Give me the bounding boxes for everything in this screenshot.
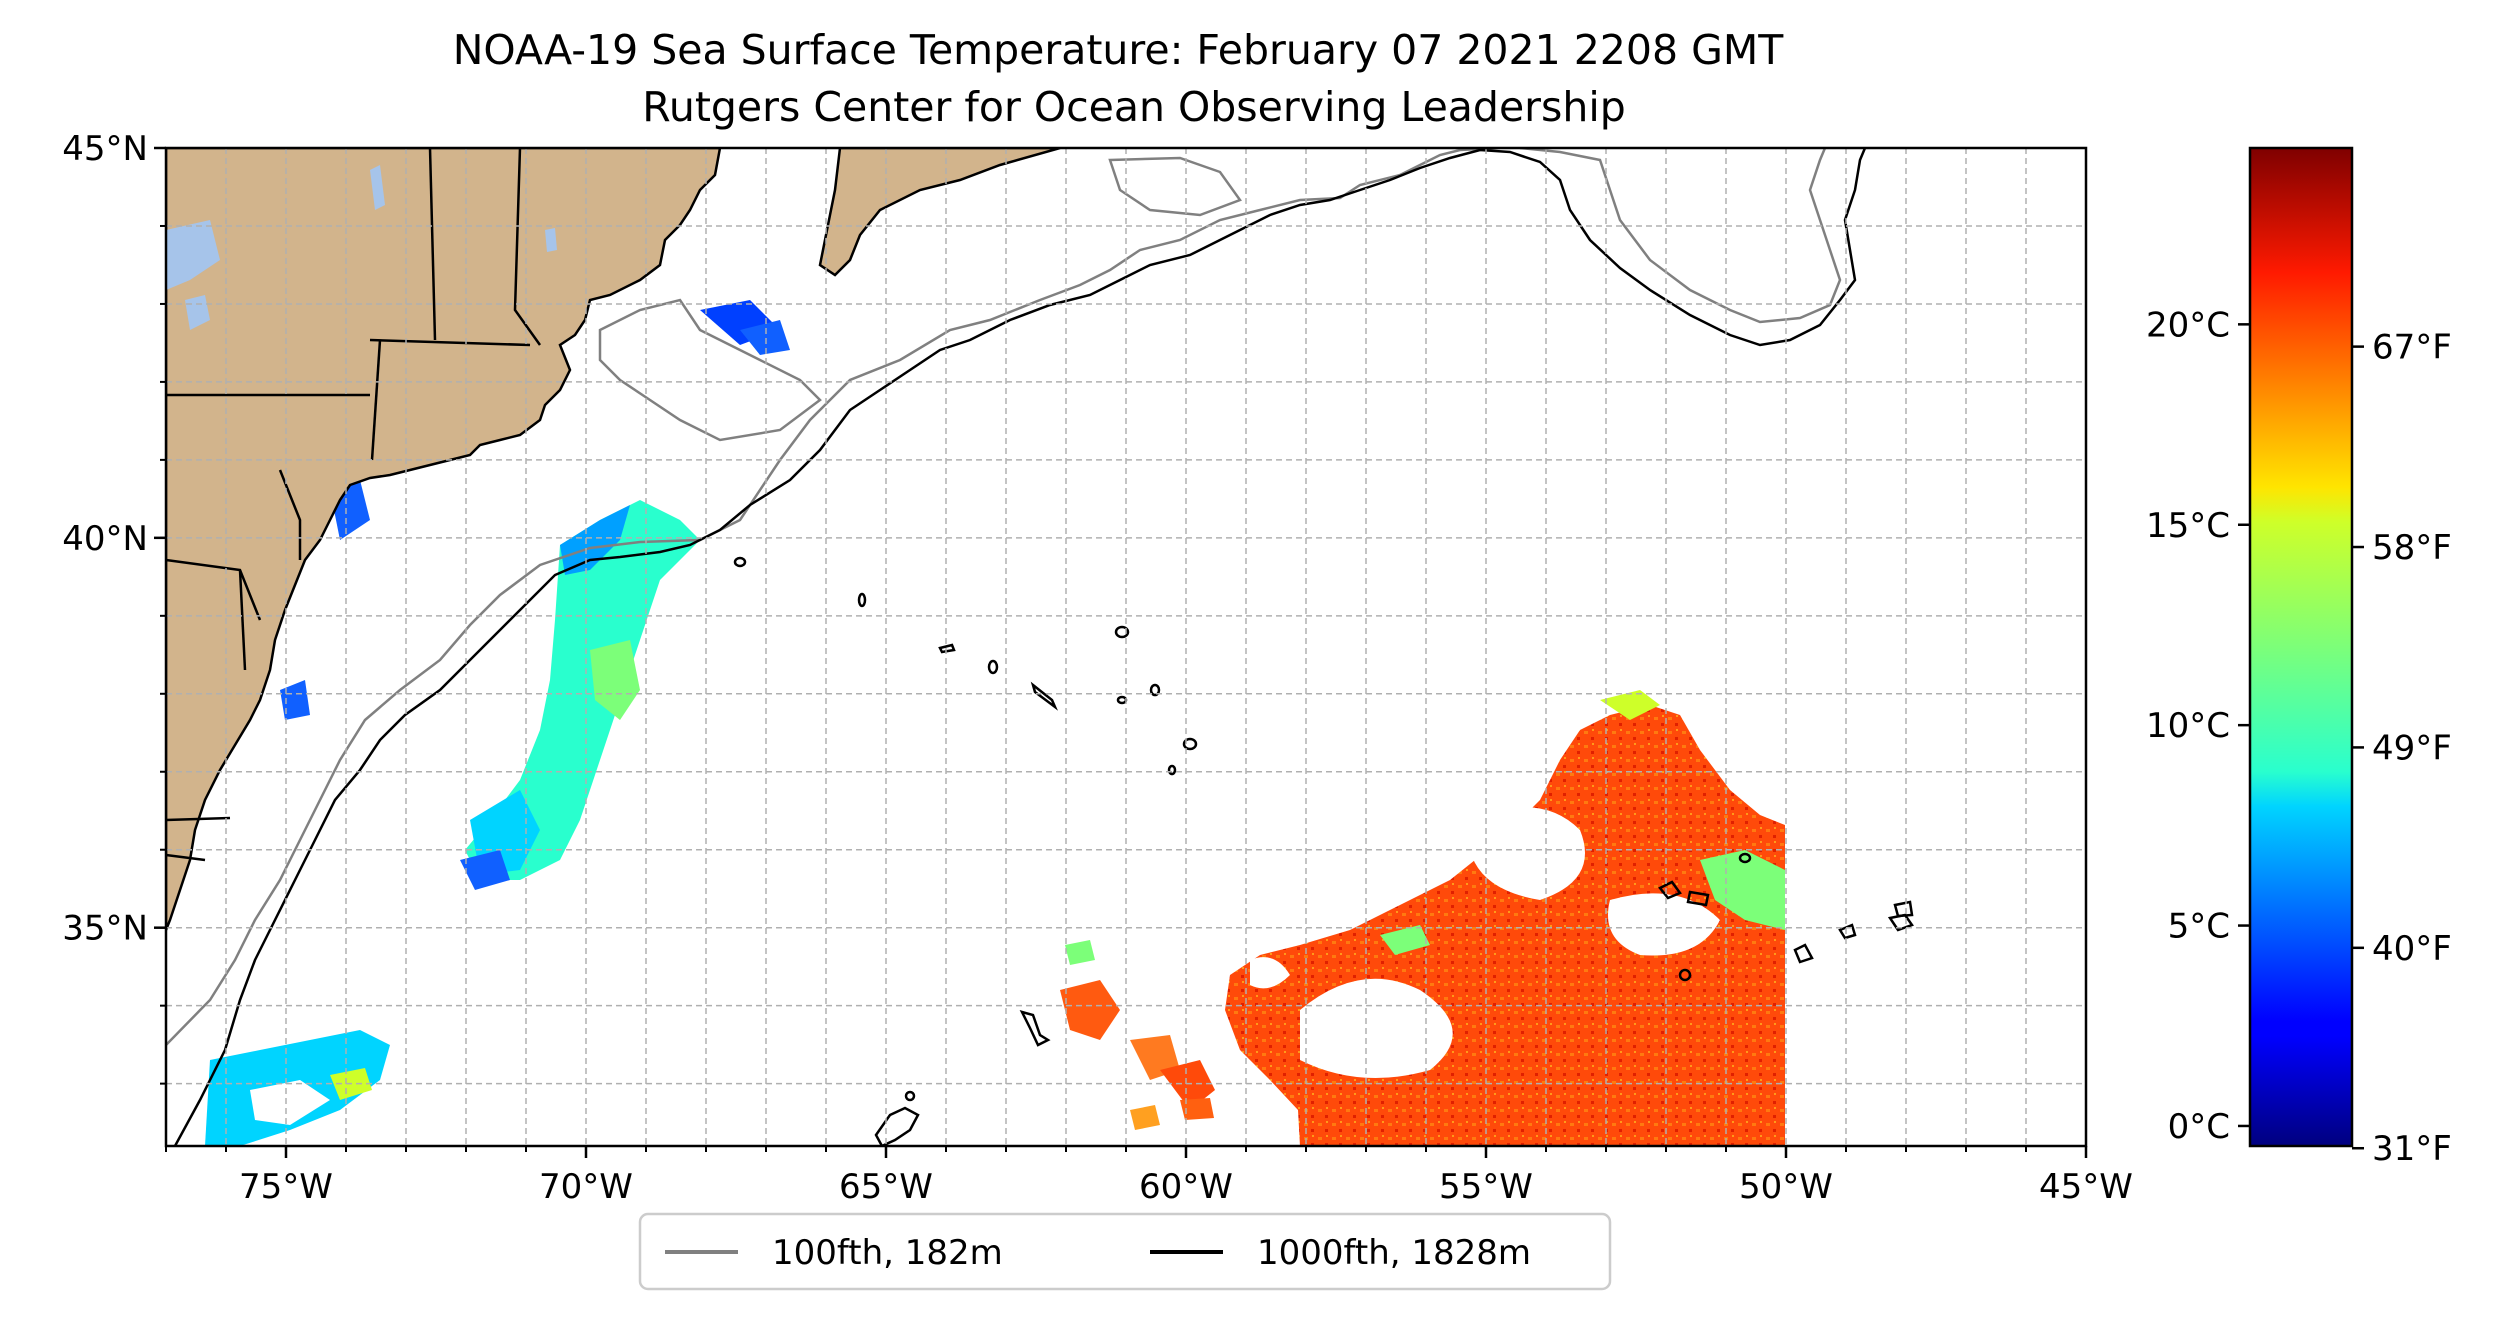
seamount bbox=[1658, 880, 1682, 900]
lon-tick-label: 45°W bbox=[2039, 1167, 2133, 1207]
seamount bbox=[1686, 890, 1710, 907]
lon-tick-label: 60°W bbox=[1139, 1167, 1233, 1207]
lon-tick-label: 65°W bbox=[839, 1167, 933, 1207]
state-line bbox=[238, 569, 247, 671]
colorbar-celsius-label: 20°C bbox=[2146, 305, 2230, 345]
sst-edge-patch bbox=[1380, 925, 1430, 955]
lat-tick-label: 45°N bbox=[62, 129, 148, 169]
sst-warm-fragment bbox=[1130, 1105, 1160, 1130]
sst-warm-fragment bbox=[1160, 1060, 1215, 1110]
state-line bbox=[428, 148, 437, 341]
seamount bbox=[1893, 900, 1914, 918]
state-line bbox=[166, 816, 231, 822]
state-line bbox=[278, 469, 302, 560]
cloud-gap bbox=[1608, 893, 1720, 956]
sst-edge-patch bbox=[1700, 850, 1785, 930]
lake bbox=[545, 228, 557, 252]
seamount bbox=[938, 643, 956, 654]
title-line-1: NOAA-19 Sea Surface Temperature: Februar… bbox=[453, 26, 1785, 74]
sst-coastal-cold bbox=[280, 680, 310, 720]
lake bbox=[166, 220, 220, 290]
seamount bbox=[1114, 625, 1130, 639]
title-line-2: Rutgers Center for Ocean Observing Leade… bbox=[642, 83, 1626, 131]
land-nova-scotia bbox=[818, 148, 1061, 277]
colorbar-celsius-label: 10°C bbox=[2146, 706, 2230, 746]
colorbar-celsius-label: 5°C bbox=[2168, 907, 2230, 947]
seamount bbox=[904, 1090, 916, 1102]
sst-cold-plume-green bbox=[590, 640, 640, 720]
lon-tick-label: 70°W bbox=[539, 1167, 633, 1207]
legend-box bbox=[638, 1212, 1612, 1291]
colorbar-fahrenheit-label: 49°F bbox=[2372, 728, 2452, 768]
sst-cold-plume-blue bbox=[560, 505, 630, 575]
sst-warm-fragment bbox=[1060, 980, 1120, 1040]
cloud-gap bbox=[1300, 978, 1453, 1078]
colorbar-celsius-label: 15°C bbox=[2146, 506, 2230, 546]
lon-tick-label: 55°W bbox=[1439, 1167, 1533, 1207]
cloud-gap bbox=[1250, 957, 1290, 989]
isobath-100fth bbox=[166, 148, 1501, 1046]
seamount bbox=[1030, 681, 1058, 711]
state-line bbox=[166, 853, 206, 862]
colorbar-celsius-label: 0°C bbox=[2168, 1107, 2230, 1147]
seamount bbox=[1167, 764, 1177, 776]
legend-label-100fth: 100fth, 182m bbox=[772, 1233, 1003, 1273]
seamount bbox=[1838, 923, 1857, 940]
gridlines bbox=[166, 148, 2086, 1146]
isobath-legend: 100fth, 182m 1000fth, 1828m bbox=[638, 1212, 1612, 1291]
colorbar: 0°C 5°C 10°C 15°C 20°C 31°F 40°F 49°F 58°F 67°F bbox=[2146, 146, 2452, 1169]
state-line bbox=[369, 338, 531, 347]
sst-warm-fragment bbox=[1180, 1098, 1214, 1120]
isobath-100fth-bank bbox=[598, 298, 822, 442]
isobath-1000fth bbox=[173, 148, 1867, 1146]
cloud-gap bbox=[1470, 807, 1585, 900]
colorbar-celsius-axis: 0°C 5°C 10°C 15°C 20°C bbox=[2146, 305, 2250, 1147]
legend-label-1000fth: 1000fth, 1828m bbox=[1257, 1233, 1531, 1273]
sst-data-layer bbox=[205, 300, 1785, 1146]
seamount bbox=[1019, 1010, 1051, 1047]
seamount bbox=[857, 592, 867, 608]
sst-cold-plume bbox=[465, 500, 700, 880]
state-line bbox=[370, 339, 382, 461]
seamount bbox=[1182, 737, 1198, 751]
land-layer bbox=[166, 148, 1061, 931]
sst-warm-fragment bbox=[1065, 940, 1095, 965]
map-panel: 75°W 70°W 65°W 60°W 55°W 50°W 45°W 45°N 40°N 35°… bbox=[62, 129, 2133, 1207]
seamount bbox=[1738, 852, 1752, 864]
colorbar-fahrenheit-label: 31°F bbox=[2372, 1129, 2452, 1169]
sst-edge-patch bbox=[1600, 690, 1660, 720]
seamount bbox=[733, 556, 747, 568]
colorbar-fahrenheit-label: 67°F bbox=[2372, 328, 2452, 368]
sst-southwest-white bbox=[250, 1080, 330, 1125]
lon-tick-label: 75°W bbox=[239, 1167, 333, 1207]
seamount bbox=[1678, 968, 1692, 982]
seamount bbox=[987, 659, 999, 675]
seamount bbox=[1149, 683, 1161, 697]
lat-tick-label: 35°N bbox=[62, 909, 148, 949]
colorbar-fahrenheit-label: 58°F bbox=[2372, 528, 2452, 568]
lakes-layer bbox=[166, 165, 557, 330]
colorbar-gradient bbox=[2248, 146, 2354, 1148]
lon-tick-label: 50°W bbox=[1739, 1167, 1833, 1207]
colorbar-fahrenheit-axis: 31°F 40°F 49°F 58°F 67°F bbox=[2352, 328, 2452, 1169]
sst-cold-plume-blue-lower bbox=[460, 850, 510, 890]
seamounts bbox=[733, 556, 1914, 1146]
sst-coastal-cold bbox=[740, 320, 790, 355]
lake bbox=[370, 165, 385, 210]
lat-tick-label: 40°N bbox=[62, 519, 148, 559]
latitude-axis: 45°N 40°N 35°N bbox=[62, 129, 166, 1085]
state-boundaries bbox=[166, 148, 542, 862]
land-us-coast bbox=[166, 148, 722, 931]
colorbar-fahrenheit-label: 40°F bbox=[2372, 929, 2452, 969]
longitude-axis: 75°W 70°W 65°W 60°W 55°W 50°W 45°W bbox=[165, 1146, 2133, 1207]
seamount bbox=[1793, 943, 1814, 964]
state-line bbox=[513, 148, 542, 346]
